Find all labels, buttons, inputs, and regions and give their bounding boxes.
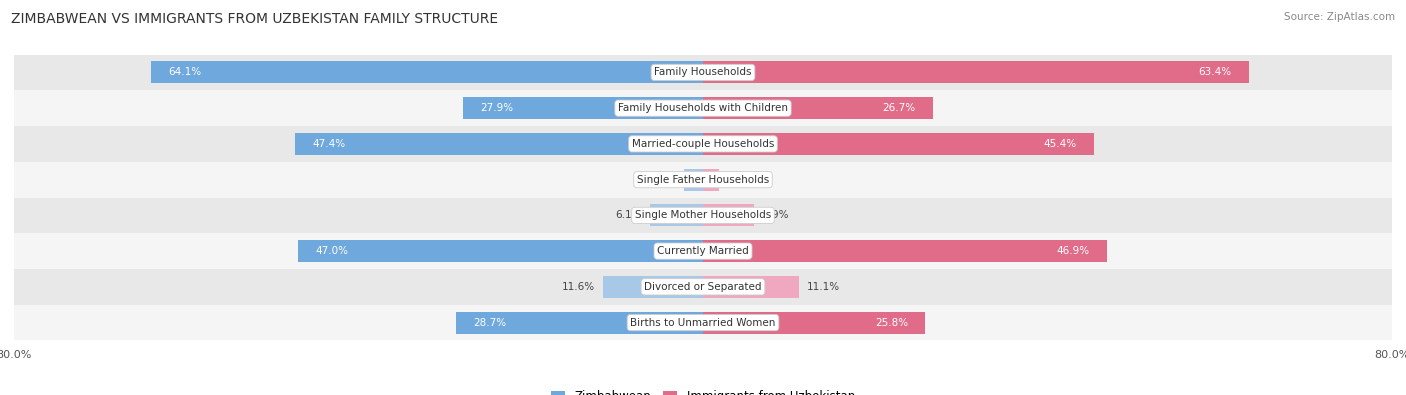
Text: 6.1%: 6.1%	[616, 211, 643, 220]
Text: Family Households with Children: Family Households with Children	[619, 103, 787, 113]
Text: 25.8%: 25.8%	[875, 318, 908, 327]
Bar	[14, 162, 1392, 198]
Text: ZIMBABWEAN VS IMMIGRANTS FROM UZBEKISTAN FAMILY STRUCTURE: ZIMBABWEAN VS IMMIGRANTS FROM UZBEKISTAN…	[11, 12, 498, 26]
Text: Births to Unmarried Women: Births to Unmarried Women	[630, 318, 776, 327]
Text: 63.4%: 63.4%	[1199, 68, 1232, 77]
Bar	[703, 169, 718, 191]
Bar	[14, 233, 1392, 269]
Text: 5.9%: 5.9%	[762, 211, 789, 220]
Text: 46.9%: 46.9%	[1056, 246, 1090, 256]
Bar	[651, 204, 703, 226]
Text: Divorced or Separated: Divorced or Separated	[644, 282, 762, 292]
Bar	[14, 55, 1392, 90]
Bar	[463, 97, 703, 119]
Bar	[295, 133, 703, 155]
Text: 45.4%: 45.4%	[1043, 139, 1077, 149]
Bar	[456, 312, 703, 334]
Legend: Zimbabwean, Immigrants from Uzbekistan: Zimbabwean, Immigrants from Uzbekistan	[547, 385, 859, 395]
Text: 11.1%: 11.1%	[807, 282, 841, 292]
Bar	[14, 198, 1392, 233]
Bar	[14, 90, 1392, 126]
Text: Single Father Households: Single Father Households	[637, 175, 769, 184]
Text: 64.1%: 64.1%	[169, 68, 201, 77]
Bar	[703, 61, 1249, 83]
Text: 47.4%: 47.4%	[312, 139, 344, 149]
Bar	[703, 276, 799, 298]
Bar	[703, 97, 934, 119]
Text: 11.6%: 11.6%	[561, 282, 595, 292]
Text: 28.7%: 28.7%	[472, 318, 506, 327]
Bar	[298, 240, 703, 262]
Text: Single Mother Households: Single Mother Households	[636, 211, 770, 220]
Text: 26.7%: 26.7%	[883, 103, 915, 113]
Bar	[603, 276, 703, 298]
Text: Family Households: Family Households	[654, 68, 752, 77]
Text: Married-couple Households: Married-couple Households	[631, 139, 775, 149]
Bar	[14, 269, 1392, 305]
Bar	[14, 126, 1392, 162]
Bar	[150, 61, 703, 83]
Bar	[703, 133, 1094, 155]
Bar	[14, 305, 1392, 340]
Bar	[703, 240, 1107, 262]
Text: 47.0%: 47.0%	[315, 246, 349, 256]
Text: 1.8%: 1.8%	[727, 175, 754, 184]
Bar	[703, 204, 754, 226]
Text: Source: ZipAtlas.com: Source: ZipAtlas.com	[1284, 12, 1395, 22]
Bar	[685, 169, 703, 191]
Text: 2.2%: 2.2%	[650, 175, 675, 184]
Text: 27.9%: 27.9%	[479, 103, 513, 113]
Bar	[703, 312, 925, 334]
Text: Currently Married: Currently Married	[657, 246, 749, 256]
